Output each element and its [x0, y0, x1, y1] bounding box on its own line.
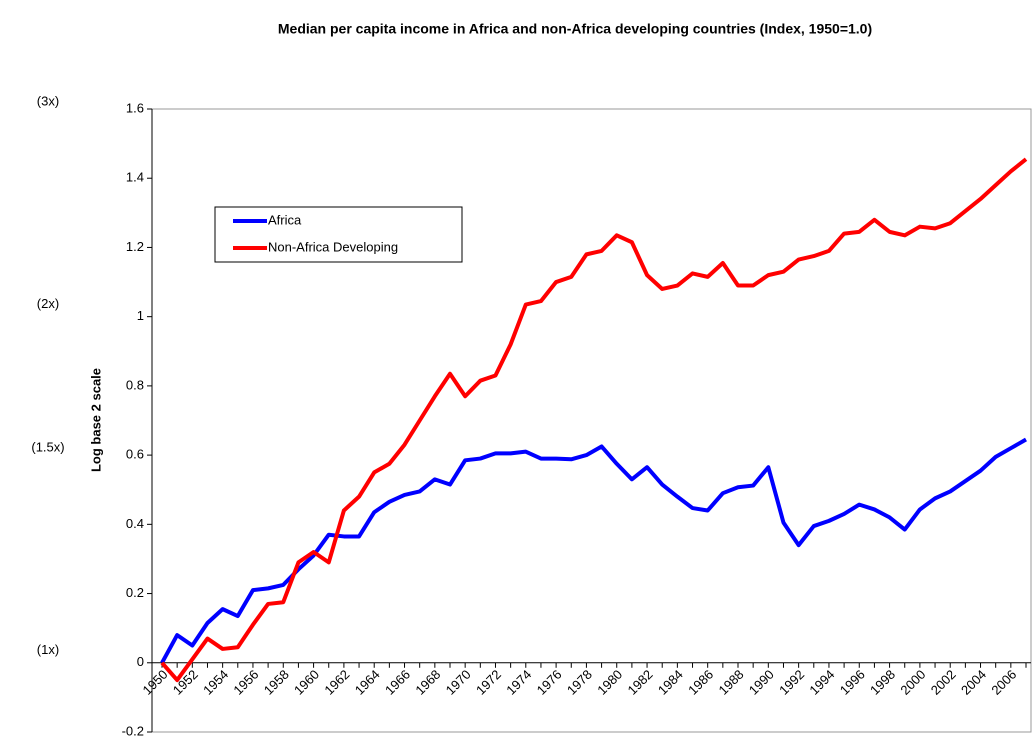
x-tick-label: 2006: [988, 667, 1019, 698]
x-tick-label: 1992: [776, 667, 807, 698]
x-tick-label: 1980: [594, 667, 625, 698]
y-tick-label: 1.6: [126, 100, 144, 115]
y-tick-label: 1: [137, 308, 144, 323]
y-tick-label: 0.6: [126, 447, 144, 462]
x-tick-label: 1956: [230, 667, 261, 698]
y-tick-label: 0.4: [126, 516, 144, 531]
x-tick-label: 1988: [715, 667, 746, 698]
series-line: [160, 157, 1028, 683]
legend-label: Africa: [268, 212, 302, 227]
x-tick-label: 1968: [412, 667, 443, 698]
x-tick-label: 1962: [321, 667, 352, 698]
y-tick-label: 0.2: [126, 585, 144, 600]
x-tick-label: 1958: [261, 667, 292, 698]
x-tick-label: 1966: [382, 667, 413, 698]
x-tick-label: 1970: [443, 667, 474, 698]
multiple-label: (1x): [37, 642, 59, 657]
x-tick-label: 2002: [928, 667, 959, 698]
y-tick-label: 1.4: [126, 170, 144, 185]
multiple-label: (3x): [37, 94, 59, 109]
chart-title: Median per capita income in Africa and n…: [278, 21, 872, 37]
plot-area: [151, 108, 1032, 733]
legend-box: [214, 206, 463, 263]
x-tick-label: 1972: [473, 667, 504, 698]
x-tick-label: 1954: [200, 667, 231, 698]
y-axis-label: Log base 2 scale: [88, 368, 103, 472]
x-tick-label: 2004: [958, 667, 989, 698]
x-tick-label: 1976: [534, 667, 565, 698]
x-tick-label: 1998: [867, 667, 898, 698]
legend-label: Non-Africa Developing: [268, 239, 398, 254]
multiple-label: (2x): [37, 296, 59, 311]
x-tick-label: 1950: [139, 667, 170, 698]
x-tick-label: 1996: [837, 667, 868, 698]
x-tick-label: 1982: [625, 667, 656, 698]
y-tick-label: 0: [137, 654, 144, 669]
y-tick-label: 0.8: [126, 377, 144, 392]
multiple-label: (1.5x): [31, 440, 64, 455]
x-tick-label: 1994: [806, 667, 837, 698]
x-tick-label: 1964: [352, 667, 383, 698]
x-tick-label: 1978: [564, 667, 595, 698]
y-tick-label: 1.2: [126, 239, 144, 254]
series-line: [160, 437, 1027, 664]
x-tick-label: 1984: [655, 667, 686, 698]
x-tick-label: 2000: [897, 667, 928, 698]
x-tick-label: 1960: [291, 667, 322, 698]
x-tick-label: 1990: [746, 667, 777, 698]
x-tick-label: 1986: [685, 667, 716, 698]
y-tick-label: -0.2: [122, 723, 144, 737]
x-tick-label: 1974: [503, 667, 534, 698]
